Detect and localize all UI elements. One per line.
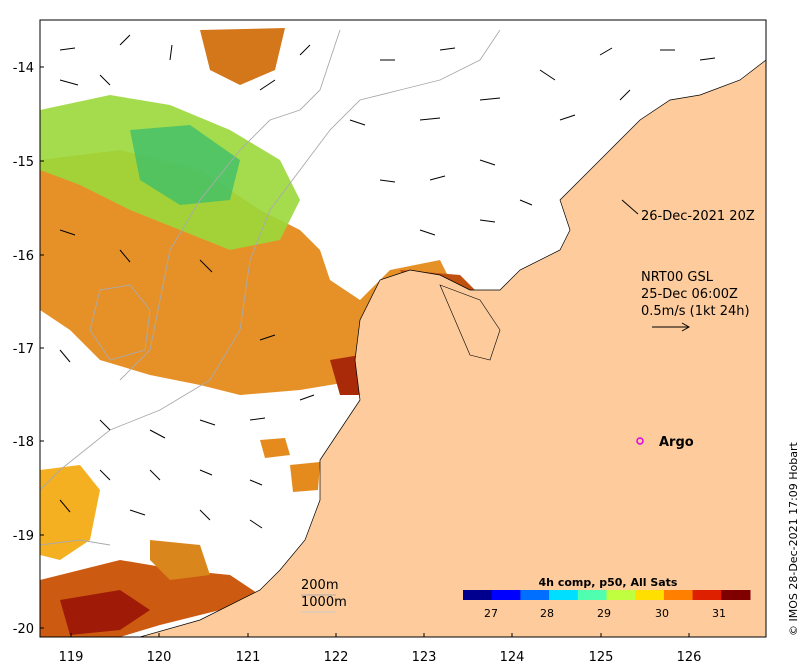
land-mass <box>139 59 767 638</box>
colorbar-tick-label: 29 <box>597 607 611 620</box>
colorbar-segment <box>491 590 521 600</box>
y-axis <box>40 66 44 629</box>
x-tick-label: 122 <box>324 650 349 665</box>
x-tick-label: 119 <box>59 650 84 665</box>
y-tick-label: -18 <box>13 435 34 450</box>
colorbar-segment <box>635 590 665 600</box>
x-tick-label: 121 <box>236 650 261 665</box>
x-tick-label: 125 <box>589 650 614 665</box>
y-tick-label: -14 <box>13 61 34 76</box>
isobaths <box>39 29 501 546</box>
colorbar-segment <box>463 590 493 600</box>
isobath-200-label: 200m <box>301 578 338 593</box>
colorbar-segment <box>520 590 550 600</box>
argo-float-marker <box>636 437 644 445</box>
colorbar-segment <box>606 590 636 600</box>
y-tick-label: -20 <box>13 622 34 637</box>
colorbar-title: 4h comp, p50, All Sats <box>539 576 678 589</box>
satellite-timestamp: 26-Dec-2021 20Z <box>641 209 755 224</box>
y-tick-label: -15 <box>13 155 34 170</box>
imos-credit: © IMOS 28-Dec-2021 17:09 Hobart <box>787 441 800 636</box>
vector-scale-arrow <box>652 322 691 332</box>
colorbar-segment <box>692 590 722 600</box>
current-vectors <box>59 34 716 529</box>
argo-label: Argo <box>659 435 694 450</box>
colorbar-tick-label: 31 <box>712 607 726 620</box>
colorbar-segment <box>663 590 694 600</box>
colorbar-segment <box>577 590 607 600</box>
y-tick-label: -19 <box>13 529 34 544</box>
x-tick-label: 120 <box>147 650 172 665</box>
plot-frame <box>39 19 767 638</box>
x-axis <box>70 633 690 637</box>
timestamp-pointer <box>621 199 639 215</box>
y-tick-label: -16 <box>13 249 34 264</box>
isobath-1000-label: 1000m <box>301 595 347 610</box>
current-source: NRT00 GSL <box>641 270 714 285</box>
colorbar-tick-label: 28 <box>540 607 554 620</box>
x-tick-label: 123 <box>412 650 437 665</box>
x-tick-label: 124 <box>500 650 525 665</box>
colorbar-tick-label: 30 <box>655 607 669 620</box>
current-date: 25-Dec 06:00Z <box>641 287 738 302</box>
colorbar-tick-label: 27 <box>484 607 498 620</box>
vector-scale-label: 0.5m/s (1kt 24h) <box>641 304 750 319</box>
colorbar-segment <box>721 590 751 600</box>
colorbar-segment <box>549 590 579 600</box>
x-tick-label: 126 <box>677 650 702 665</box>
colorbar <box>463 590 751 600</box>
y-tick-label: -17 <box>13 342 34 357</box>
